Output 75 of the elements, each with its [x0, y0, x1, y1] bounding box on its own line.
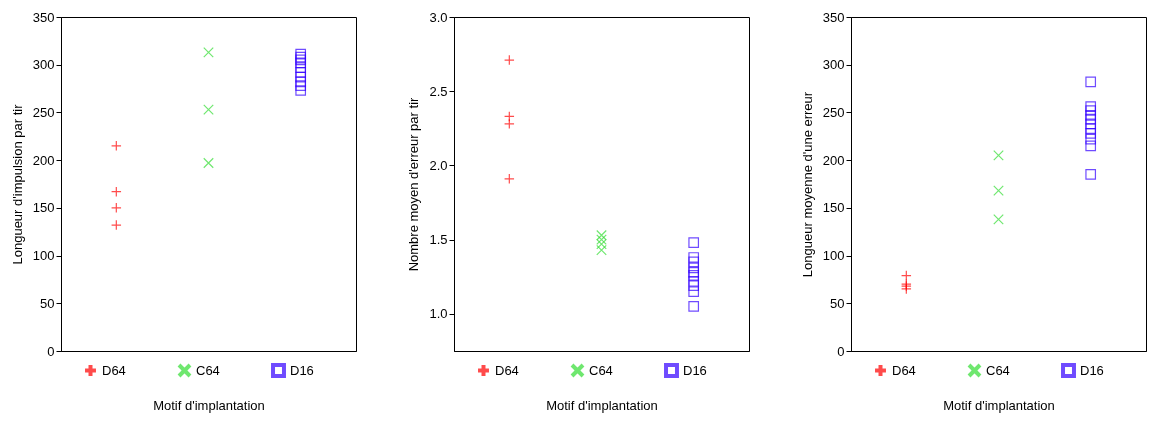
- point: [203, 157, 214, 169]
- y-tick-label: 250: [32, 104, 55, 120]
- point: [596, 244, 607, 256]
- x-axis-title: Motif d'implantation: [943, 397, 1055, 413]
- point: [688, 237, 700, 248]
- point: [993, 213, 1004, 225]
- legend-label: D16: [1080, 362, 1104, 378]
- y-tick-label: 350: [822, 9, 845, 25]
- point: [1085, 169, 1097, 180]
- y-axis-title: Longueur moyenne d'une erreur: [799, 91, 815, 278]
- legend-label: D16: [290, 362, 314, 378]
- point: [110, 202, 122, 214]
- point: [688, 280, 700, 292]
- legend-label: C64: [986, 362, 1010, 378]
- y-tick-label: 2.0: [429, 157, 448, 173]
- point: [1085, 123, 1097, 134]
- point: [596, 234, 607, 246]
- point: [295, 85, 307, 96]
- point: [1085, 105, 1097, 116]
- legend-label: C64: [589, 362, 613, 378]
- point: [688, 256, 700, 268]
- point: [1085, 76, 1097, 88]
- y-tick-label: 3.0: [429, 9, 448, 25]
- x-axis-title: Motif d'implantation: [153, 397, 265, 413]
- y-tick-label: 200: [32, 152, 55, 168]
- y-tick-label: 2.5: [429, 83, 448, 99]
- point: [596, 229, 607, 241]
- point: [295, 71, 307, 83]
- point: [993, 150, 1004, 161]
- point: [203, 104, 214, 115]
- point: [203, 46, 214, 58]
- point: [993, 185, 1004, 197]
- y-tick-label: 100: [822, 248, 845, 264]
- y-tick-label: 150: [822, 200, 845, 216]
- legend-label: D16: [683, 362, 707, 378]
- y-tick-label: 300: [822, 57, 845, 73]
- point: [688, 262, 700, 274]
- y-tick-label: 50: [40, 295, 55, 311]
- legend-label: D64: [495, 362, 519, 378]
- point: [1085, 109, 1097, 121]
- point: [688, 301, 700, 312]
- point: [503, 54, 515, 66]
- y-tick-label: 50: [830, 295, 845, 311]
- y-tick-label: 0: [47, 343, 55, 359]
- legend-label: C64: [196, 362, 220, 378]
- point: [1085, 101, 1097, 113]
- point: [596, 238, 607, 250]
- point: [503, 118, 515, 130]
- y-tick-label: 250: [822, 104, 845, 120]
- point: [503, 173, 515, 185]
- y-tick-label: 350: [32, 9, 55, 25]
- point: [295, 76, 307, 88]
- y-tick-label: 100: [32, 248, 55, 264]
- y-tick-label: 1.5: [429, 232, 448, 248]
- point: [110, 219, 122, 231]
- x-axis-title: Motif d'implantation: [546, 397, 658, 413]
- point: [503, 111, 515, 122]
- y-tick-label: 200: [822, 152, 845, 168]
- point: [295, 80, 307, 92]
- point: [110, 186, 122, 197]
- legend-label: D64: [102, 362, 126, 378]
- y-tick-label: 1.0: [429, 306, 448, 322]
- legend-label: D64: [892, 362, 916, 378]
- point: [110, 140, 122, 152]
- point: [1085, 133, 1097, 145]
- point: [1085, 128, 1097, 139]
- point: [688, 286, 700, 297]
- y-tick-label: 150: [32, 200, 55, 216]
- point: [688, 275, 700, 287]
- y-tick-label: 0: [837, 343, 845, 359]
- y-axis-title: Nombre moyen d'erreur par tir: [406, 96, 422, 272]
- point: [1085, 140, 1097, 152]
- point: [900, 270, 912, 281]
- y-tick-label: 300: [32, 57, 55, 73]
- y-axis-title: Longueur d'impulsion par tir: [9, 103, 25, 265]
